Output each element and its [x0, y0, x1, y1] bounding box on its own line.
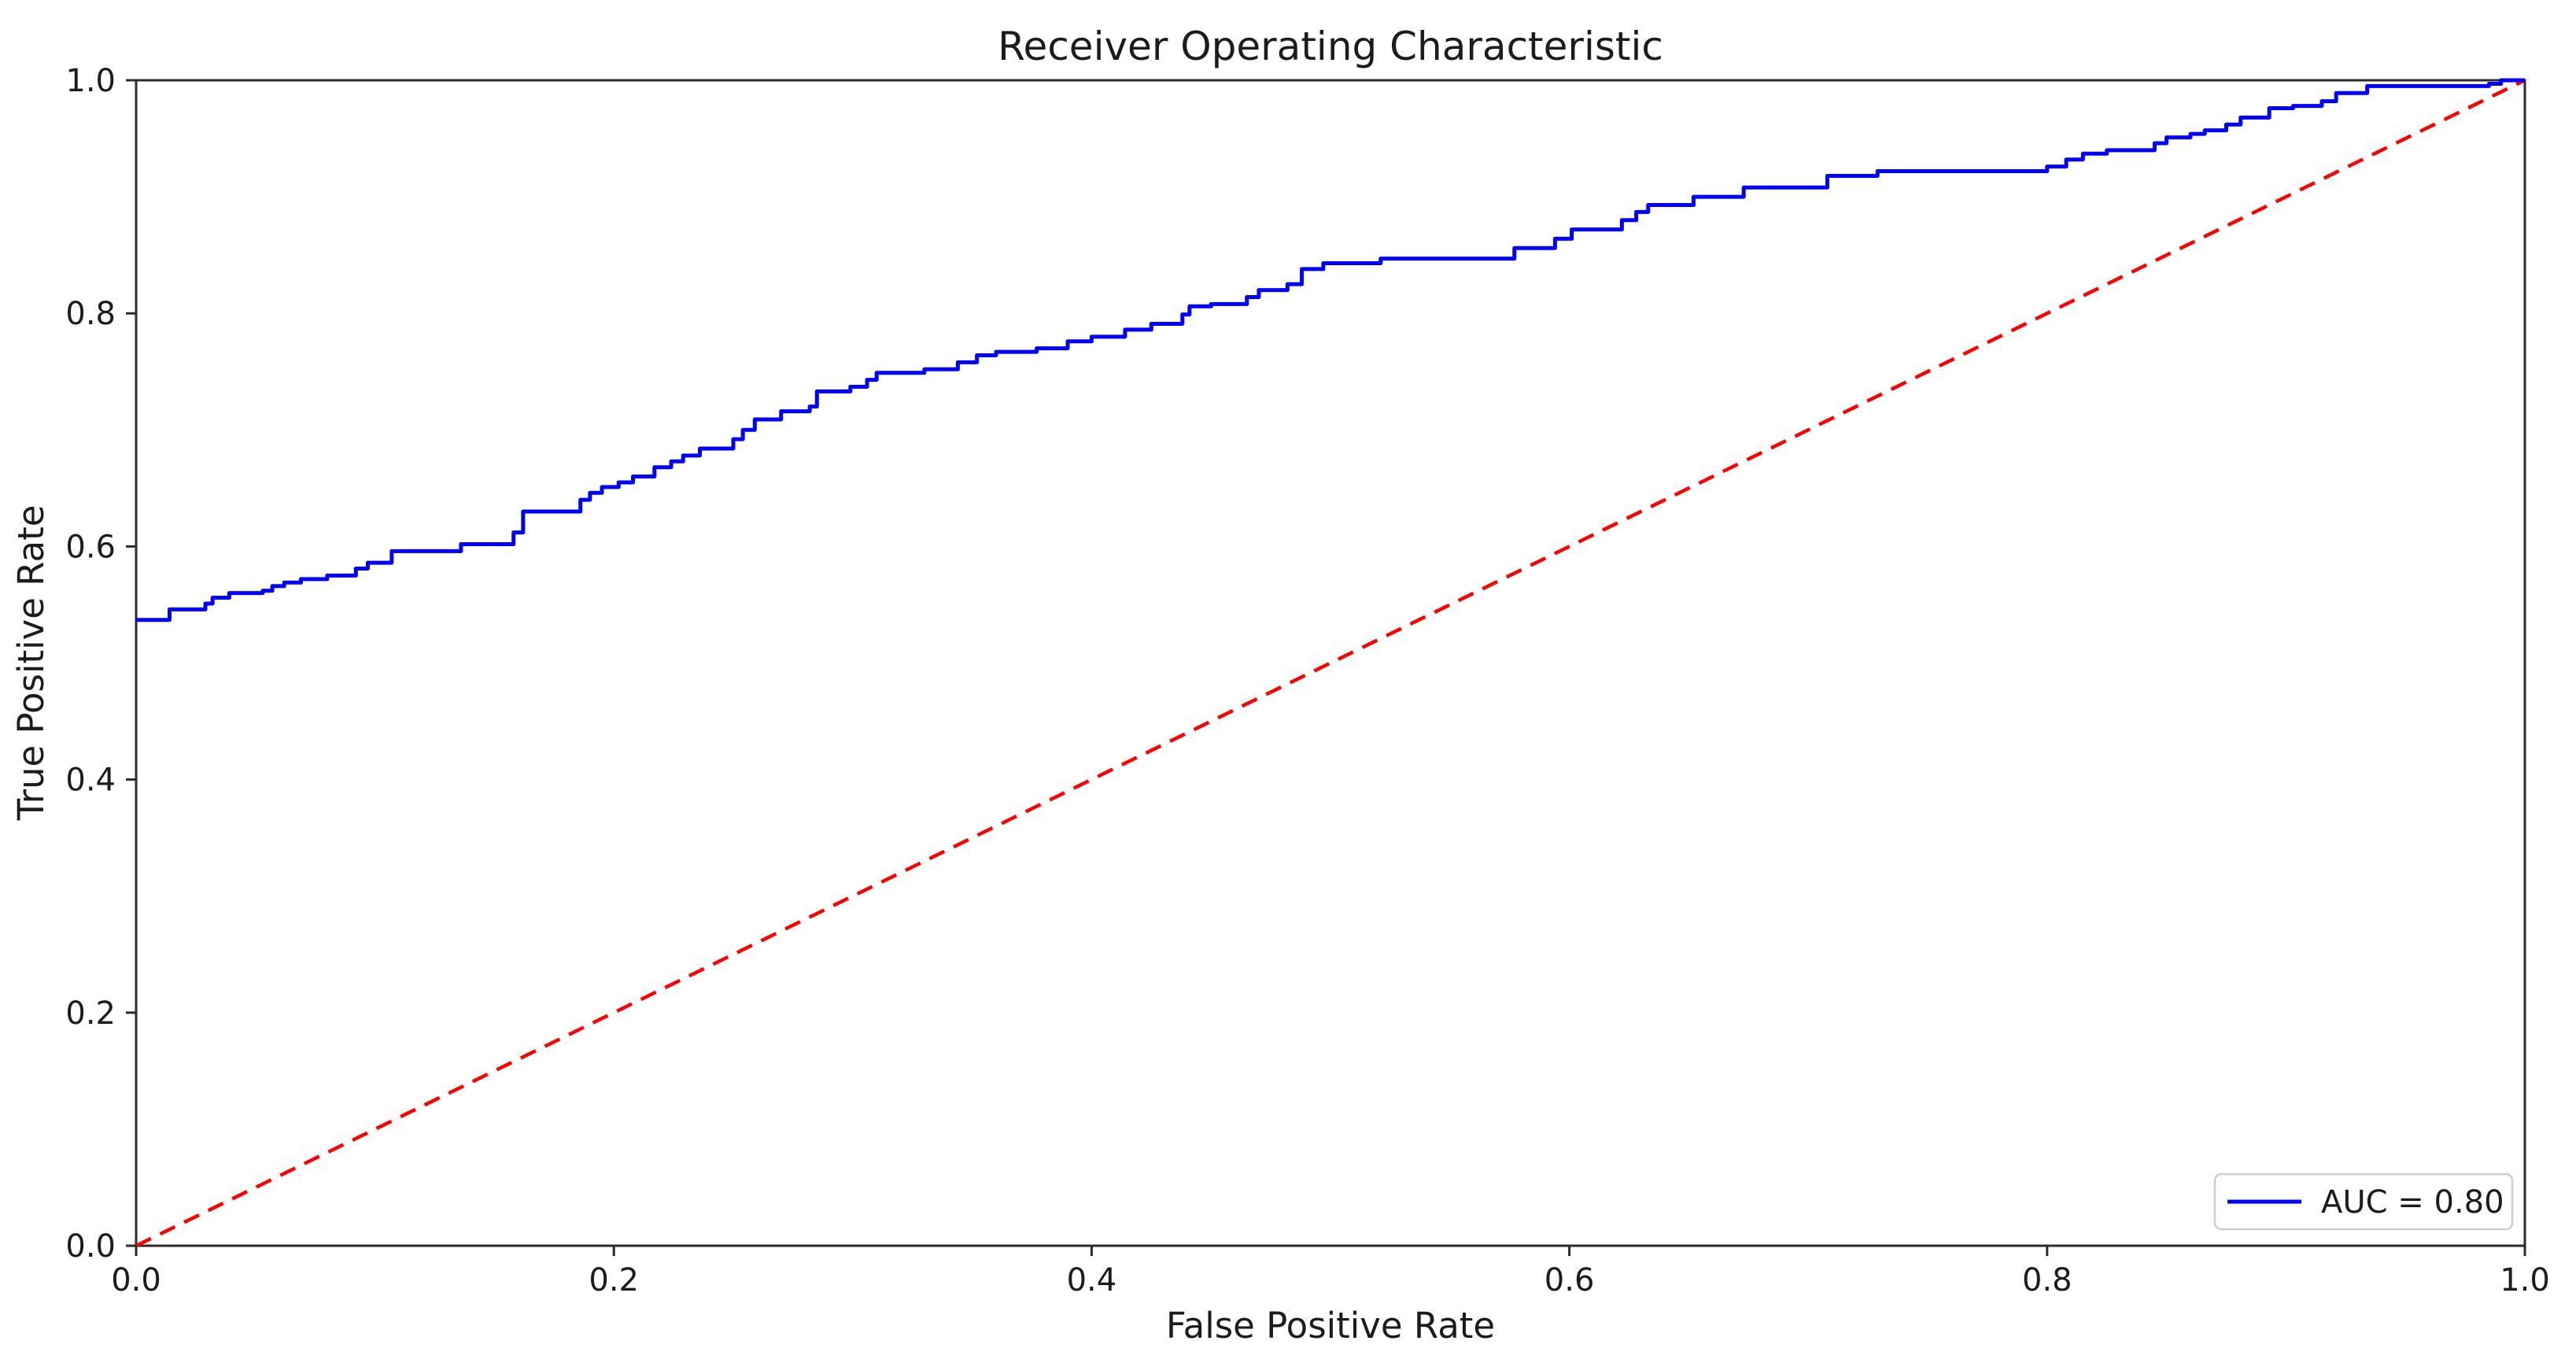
x-tick-label: 0.6 [1544, 1262, 1595, 1298]
roc-curve-line [136, 78, 2525, 622]
y-tick-label: 1.0 [65, 63, 116, 99]
legend-box [2213, 1173, 2514, 1231]
y-axis-label: True Positive Rate [10, 505, 52, 822]
x-tick-label: 0.8 [2022, 1262, 2072, 1298]
y-tick-label: 0.2 [65, 995, 116, 1032]
x-tick-label: 0.4 [1067, 1262, 1117, 1298]
x-tick-label: 1.0 [2500, 1262, 2550, 1298]
x-axis-ticks: 0.0 0.2 0.4 0.6 0.8 1.0 [111, 1246, 2550, 1298]
legend-label: AUC = 0.80 [2321, 1184, 2504, 1221]
x-tick-label: 0.0 [111, 1262, 161, 1298]
y-tick-label: 0.4 [65, 763, 116, 799]
chart-title: Receiver Operating Characteristic [998, 24, 1663, 69]
plot-area-border [135, 79, 2526, 1247]
legend: AUC = 0.80 [2213, 1173, 2514, 1231]
x-axis-label: False Positive Rate [1166, 1305, 1495, 1346]
y-tick-label: 0.0 [65, 1228, 116, 1265]
chance-diagonal-line [135, 78, 2526, 1248]
y-tick-label: 0.8 [65, 296, 116, 332]
x-tick-label: 0.2 [589, 1262, 639, 1298]
y-tick-label: 0.6 [65, 529, 116, 565]
y-axis-ticks: 0.0 0.2 0.4 0.6 0.8 1.0 [65, 63, 136, 1265]
